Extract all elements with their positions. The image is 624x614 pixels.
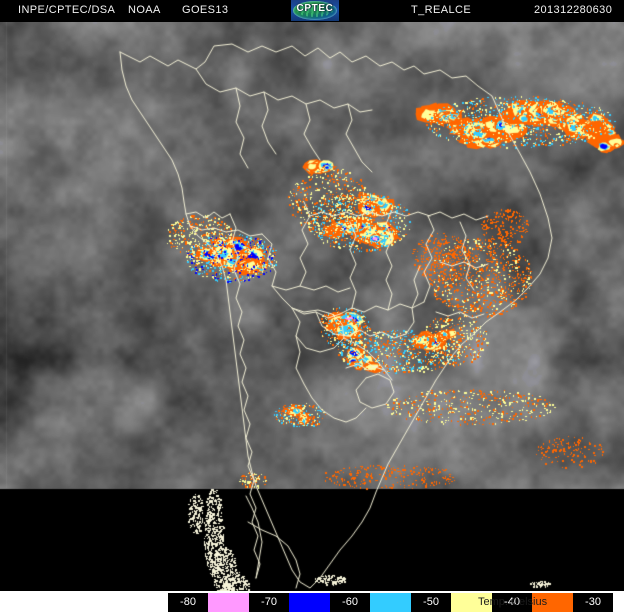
temperature-color-scale: -80 -70 -60 -50 -40 -30 (168, 593, 613, 612)
legend-tick-label: -60 (330, 593, 370, 612)
cptec-logo-icon: CPTEC (291, 0, 339, 21)
legend-tick-label: -80 (168, 593, 208, 612)
header-satellite-label: GOES13 (182, 4, 229, 16)
header-agency-label: INPE/CPTEC/DSA (18, 4, 116, 16)
globe-icon (293, 1, 337, 20)
header-timestamp-label: 201312280630 (534, 4, 613, 16)
legend-color-swatch (370, 593, 411, 612)
legend-tick-label: -30 (573, 593, 613, 612)
legend-tick-label: -70 (249, 593, 289, 612)
legend-tick-label: -40 (492, 593, 532, 612)
legend-color-swatch (208, 593, 249, 612)
satellite-image-canvas (0, 22, 624, 591)
header-bar: INPE/CPTEC/DSA NOAA GOES13 T_REALCE 2013… (0, 0, 624, 22)
legend-color-swatch (289, 593, 330, 612)
header-network-label: NOAA (128, 4, 161, 16)
legend-color-swatch (532, 593, 573, 612)
cptec-logo-text: CPTEC (296, 3, 334, 14)
legend-color-swatch (451, 593, 492, 612)
legend-bar-container: -80 -70 -60 -50 -40 -30 Temp. Celsius (0, 591, 624, 614)
legend-unit-label: Temp. Celsius (478, 596, 548, 608)
satellite-image-panel (0, 22, 624, 591)
header-product-label: T_REALCE (411, 4, 472, 16)
legend-tick-label: -50 (411, 593, 451, 612)
